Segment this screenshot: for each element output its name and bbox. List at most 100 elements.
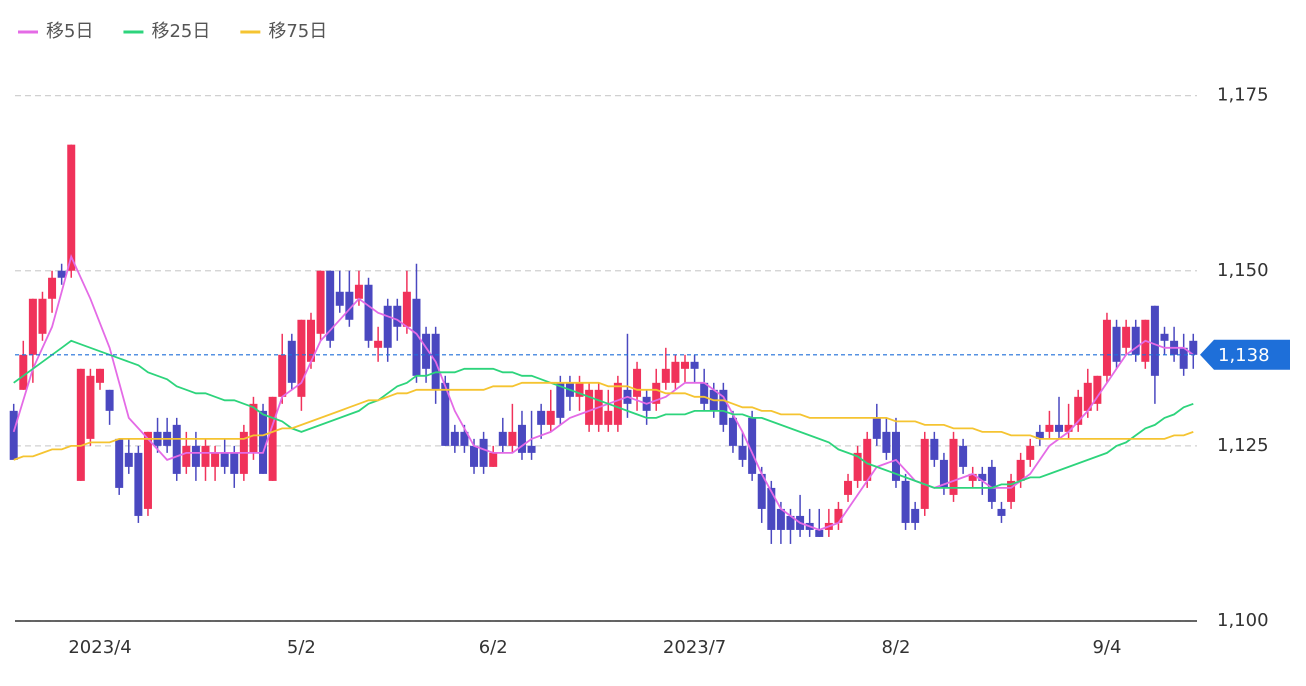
candle-body xyxy=(364,284,373,341)
legend-label: 移5日 xyxy=(46,21,93,42)
candle-body xyxy=(335,291,344,306)
candle-body xyxy=(201,445,210,467)
candle-body xyxy=(575,382,584,397)
candle-body xyxy=(968,473,977,481)
x-tick-label: 6/2 xyxy=(479,637,508,658)
candle-body xyxy=(901,480,910,523)
x-tick-label: 2023/7 xyxy=(663,637,726,658)
candle-body xyxy=(652,382,661,404)
candle-body xyxy=(9,410,18,460)
candle-body xyxy=(402,291,411,327)
candle-body xyxy=(172,424,181,474)
candle-body xyxy=(786,515,795,530)
candle-body xyxy=(287,340,296,383)
candle-body xyxy=(316,270,325,334)
candle-body xyxy=(719,389,728,425)
candle-body xyxy=(278,354,287,397)
candle-body xyxy=(920,438,929,509)
candle-body xyxy=(517,424,526,453)
candle-body xyxy=(450,431,459,446)
candle-body xyxy=(76,368,85,481)
candle-body xyxy=(1112,326,1121,362)
candle-body xyxy=(1026,445,1035,460)
candle-body xyxy=(872,417,881,439)
candle-body xyxy=(354,284,363,299)
candle-body xyxy=(134,452,143,516)
candle-body xyxy=(1083,382,1092,411)
candle-body xyxy=(930,438,939,460)
candle-body xyxy=(978,473,987,481)
ma-line xyxy=(13,381,1194,461)
candle-body xyxy=(306,319,315,362)
candle-body xyxy=(959,445,968,467)
candle-body xyxy=(211,452,220,467)
candle-body xyxy=(1074,396,1083,425)
candle-body xyxy=(479,438,488,467)
candle-body xyxy=(1189,340,1198,355)
candle-body xyxy=(1045,424,1054,432)
candle-body xyxy=(853,452,862,481)
candle-body xyxy=(546,410,555,425)
candle-body xyxy=(613,382,622,425)
candle-body xyxy=(230,452,239,474)
candle-body xyxy=(911,508,920,523)
candle-body xyxy=(498,431,507,446)
candle-body xyxy=(470,445,479,467)
candle-body xyxy=(259,410,268,474)
candle-body xyxy=(690,361,699,369)
candle-body xyxy=(834,508,843,523)
last-price-label: 1,138 xyxy=(1218,345,1270,366)
candle-body xyxy=(412,298,421,376)
candle-body xyxy=(1055,424,1064,432)
y-tick-label: 1,175 xyxy=(1217,85,1269,106)
candle-body xyxy=(1122,326,1131,348)
candle-body xyxy=(1131,326,1140,355)
candle-body xyxy=(1064,424,1073,432)
candle-body xyxy=(1160,333,1169,341)
candle-body xyxy=(249,403,258,453)
candle-body xyxy=(671,361,680,383)
candle-body xyxy=(460,431,469,446)
candle-body xyxy=(393,305,402,327)
x-tick-label: 8/2 xyxy=(881,637,910,658)
ma-line xyxy=(12,254,1194,531)
candle-body xyxy=(700,382,709,404)
candle-body xyxy=(374,340,383,348)
candle-body xyxy=(124,452,133,467)
y-tick-label: 1,125 xyxy=(1217,435,1269,456)
candle-body xyxy=(28,298,37,355)
candle-body xyxy=(661,368,670,383)
legend-label: 移25日 xyxy=(151,21,210,42)
candle-body xyxy=(345,291,354,320)
candle-body xyxy=(441,382,450,446)
candle-body xyxy=(86,375,95,439)
candle-body xyxy=(1179,347,1188,369)
candle-body xyxy=(815,529,824,537)
x-tick-label: 9/4 xyxy=(1092,637,1121,658)
candle-body xyxy=(326,270,335,341)
candle-body xyxy=(728,417,737,446)
candle-body xyxy=(1016,459,1025,481)
candle-body xyxy=(67,144,76,271)
candle-body xyxy=(57,270,66,278)
candle-body xyxy=(1035,431,1044,439)
candle-body xyxy=(987,466,996,502)
candle-body xyxy=(863,438,872,481)
candle-body xyxy=(383,305,392,348)
candle-body xyxy=(1093,375,1102,404)
candle-body xyxy=(1102,319,1111,376)
candle-body xyxy=(268,396,277,481)
candle-body xyxy=(297,319,306,397)
candle-body xyxy=(182,445,191,467)
candle-body xyxy=(1007,480,1016,502)
candle-body xyxy=(105,389,114,411)
x-tick-label: 5/2 xyxy=(287,637,316,658)
candle-body xyxy=(738,445,747,460)
candle-body xyxy=(604,410,613,425)
y-tick-label: 1,100 xyxy=(1217,610,1269,631)
candle-body xyxy=(949,438,958,495)
candle-body xyxy=(748,417,757,474)
candle-body xyxy=(844,480,853,495)
candle-body xyxy=(882,431,891,453)
